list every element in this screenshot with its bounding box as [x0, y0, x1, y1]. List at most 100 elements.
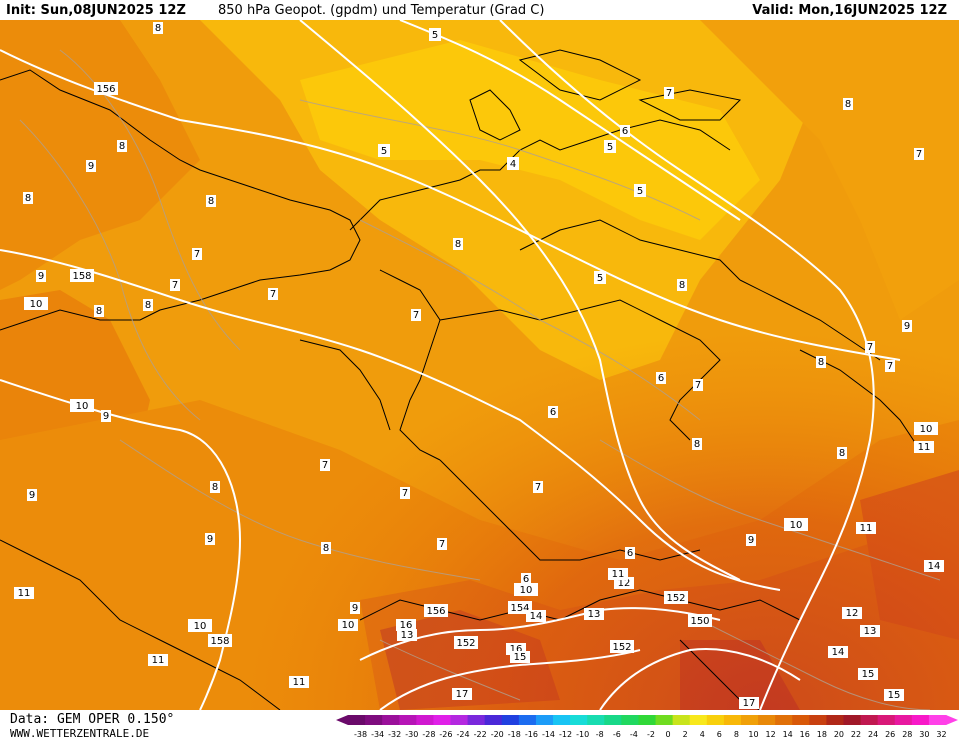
isohypse-label-group: 156 158 5 5 5 5 5 4 10 10 10 10 10 10 15…: [24, 28, 938, 653]
svg-text:156: 156: [426, 606, 445, 617]
temp-label: 7: [192, 248, 202, 260]
temp-label: 11: [914, 441, 934, 453]
legend-arrow-right: [946, 715, 958, 725]
temp-label: 7: [664, 87, 674, 99]
temp-label: 6: [625, 547, 635, 559]
legend-swatch: [348, 715, 366, 725]
svg-text:13: 13: [401, 630, 414, 641]
temp-label: 7: [400, 487, 410, 499]
svg-text:11: 11: [918, 442, 931, 453]
temp-label: 8: [321, 542, 331, 554]
legend-swatch: [775, 715, 793, 725]
valid-time: Valid: Mon,16JUN2025 12Z: [752, 2, 947, 18]
svg-text:14: 14: [832, 647, 845, 658]
legend-swatch: [792, 715, 810, 725]
legend-swatch: [911, 715, 930, 725]
temp-label: 7: [170, 279, 180, 291]
svg-text:8: 8: [155, 23, 161, 34]
legend-swatch: [518, 715, 537, 725]
legend-tick-label: -18: [508, 730, 521, 739]
isohypse-label: 10: [188, 619, 212, 632]
svg-text:11: 11: [860, 523, 873, 534]
svg-text:10: 10: [790, 520, 803, 531]
temp-label: 7: [865, 341, 875, 353]
isohypse-label: 10: [914, 422, 938, 435]
legend-tick-label: -32: [388, 730, 401, 739]
isohypse-label: 10: [24, 297, 48, 310]
legend-tick-label: -2: [647, 730, 655, 739]
legend-swatch: [843, 715, 862, 725]
temp-label: 14: [828, 646, 848, 658]
temp-label: 17: [739, 697, 759, 709]
temp-label: 13: [397, 629, 417, 641]
legend-swatch: [723, 715, 742, 725]
svg-text:7: 7: [413, 310, 419, 321]
temp-label: 12: [842, 607, 862, 619]
svg-text:10: 10: [342, 620, 355, 631]
legend-swatch: [604, 715, 622, 725]
legend-swatch: [672, 715, 691, 725]
svg-text:7: 7: [535, 482, 541, 493]
legend-swatch: [621, 715, 639, 725]
legend-swatch: [877, 715, 896, 725]
temp-label: 11: [289, 676, 309, 688]
temp-label: 8: [843, 98, 853, 110]
svg-text:158: 158: [210, 636, 229, 647]
svg-text:7: 7: [172, 280, 178, 291]
color-legend: -38 -34 -32 -30 -28 -26 -24 -22 -20 -18 -16 -14 -12-…: [336, 715, 958, 739]
svg-text:7: 7: [270, 289, 276, 300]
svg-text:7: 7: [322, 460, 328, 471]
svg-text:8: 8: [818, 357, 824, 368]
temp-label: 6: [656, 372, 666, 384]
svg-text:5: 5: [597, 273, 603, 284]
temp-label: 9: [350, 602, 360, 614]
legend-tick-label: 18: [817, 730, 827, 739]
legend-swatch: [570, 715, 588, 725]
legend-tick-label: 2: [683, 730, 688, 739]
legend-swatch: [382, 715, 400, 725]
isohypse-label: 152: [664, 591, 688, 604]
legend-swatch: [365, 715, 383, 725]
legend-tick-label: 16: [800, 730, 810, 739]
isohypse-label: 10: [784, 518, 808, 531]
svg-text:13: 13: [864, 626, 877, 637]
svg-text:10: 10: [194, 621, 207, 632]
isohypse-label: 150: [688, 614, 712, 627]
temp-label: 8: [117, 140, 127, 152]
isohypse-label: 152: [454, 636, 478, 649]
isohypse-label: 5: [634, 184, 646, 197]
svg-text:8: 8: [25, 193, 31, 204]
temp-label: 11: [14, 587, 34, 599]
isohypse-label: 5: [594, 271, 606, 284]
svg-text:8: 8: [208, 196, 214, 207]
legend-swatch: [416, 715, 434, 725]
legend-swatch: [706, 715, 725, 725]
svg-text:8: 8: [845, 99, 851, 110]
temp-label: 15: [510, 651, 530, 663]
temp-label: 13: [860, 625, 880, 637]
temp-label: 11: [148, 654, 168, 666]
temp-label: 7: [693, 379, 703, 391]
temp-label: 13: [584, 608, 604, 620]
temp-label: 9: [902, 320, 912, 332]
legend-swatch: [809, 715, 827, 725]
temp-label: 15: [884, 689, 904, 701]
legend-swatch: [638, 715, 657, 725]
svg-text:6: 6: [523, 574, 529, 585]
svg-text:9: 9: [29, 490, 35, 501]
temp-label: 9: [36, 270, 46, 282]
svg-text:8: 8: [119, 141, 125, 152]
svg-text:17: 17: [456, 689, 469, 700]
temp-label: 17: [452, 688, 472, 700]
data-source: Data: GEM OPER 0.150°: [10, 712, 175, 727]
legend-swatch: [894, 715, 913, 725]
svg-text:6: 6: [658, 373, 664, 384]
svg-text:8: 8: [212, 482, 218, 493]
svg-text:13: 13: [588, 609, 601, 620]
svg-text:6: 6: [550, 407, 556, 418]
temp-label: 14: [924, 560, 944, 572]
temp-label: 8: [143, 299, 153, 311]
temp-label: 7: [914, 148, 924, 160]
svg-text:7: 7: [887, 361, 893, 372]
legend-tick-label: 30: [919, 730, 929, 739]
